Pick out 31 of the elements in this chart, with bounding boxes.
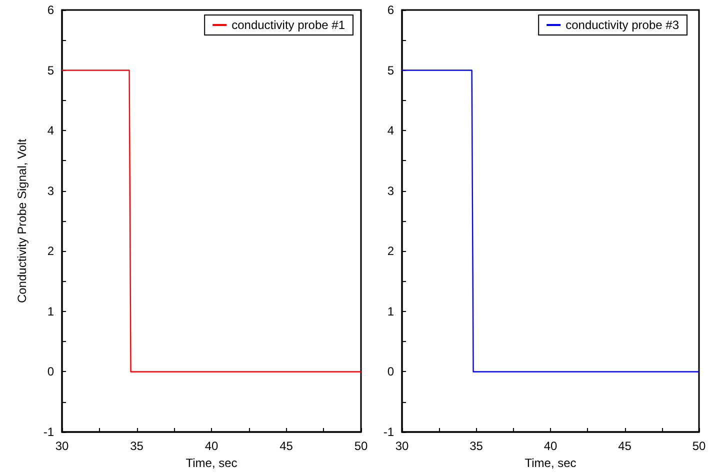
y-tick-label: 4 (387, 124, 394, 138)
legend-label: conductivity probe #1 (232, 18, 346, 32)
y-tick-label: 2 (47, 244, 54, 258)
x-tick-label: 35 (130, 439, 144, 453)
x-tick-label: 35 (470, 439, 484, 453)
x-axis-title: Time, sec (186, 456, 238, 470)
x-axis-title: Time, sec (524, 456, 576, 470)
x-tick-label: 40 (204, 439, 218, 453)
legend-label: conductivity probe #3 (566, 18, 680, 32)
y-axis-title: Conductivity Probe Signal, Volt (15, 138, 29, 304)
y-tick-label: 1 (387, 304, 394, 318)
x-tick-label: 45 (280, 439, 294, 453)
y-tick-label: 4 (47, 124, 54, 138)
y-tick-label: 6 (387, 3, 394, 17)
x-tick-label: 50 (692, 439, 706, 453)
x-tick-label: 50 (354, 439, 368, 453)
y-tick-label: 0 (47, 364, 54, 379)
y-tick-label: 3 (47, 184, 54, 198)
x-tick-label: 30 (55, 439, 69, 453)
y-tick-label: 0 (387, 364, 394, 379)
y-tick-label: 5 (47, 63, 54, 78)
y-tick-label: 1 (47, 304, 54, 318)
y-tick-label: 2 (387, 244, 394, 258)
y-tick-label: 6 (47, 3, 54, 17)
y-tick-label: -1 (43, 425, 54, 439)
x-tick-label: 45 (618, 439, 632, 453)
y-tick-label: 5 (387, 63, 394, 78)
x-tick-label: 40 (544, 439, 558, 453)
y-tick-label: -1 (383, 425, 394, 439)
x-tick-label: 30 (395, 439, 409, 453)
y-tick-label: 3 (387, 184, 394, 198)
